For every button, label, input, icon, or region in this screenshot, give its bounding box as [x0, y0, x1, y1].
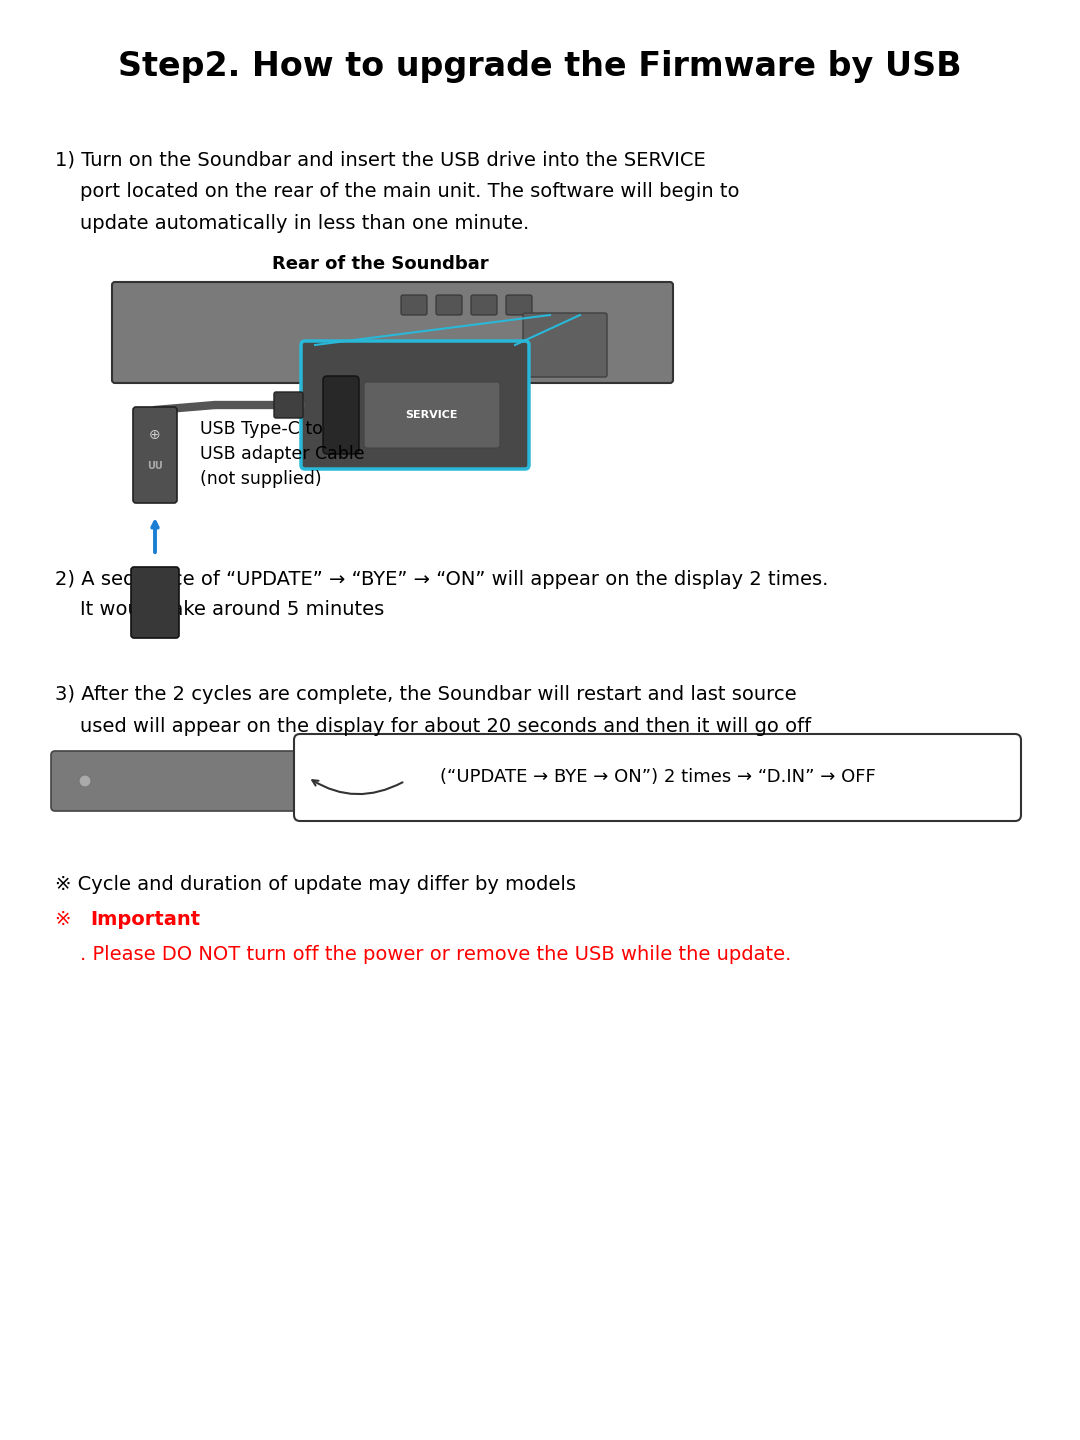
Text: ※ Cycle and duration of update may differ by models: ※ Cycle and duration of update may diffe…	[55, 876, 576, 894]
FancyBboxPatch shape	[301, 341, 529, 469]
FancyBboxPatch shape	[436, 295, 462, 315]
Circle shape	[79, 775, 91, 788]
FancyBboxPatch shape	[274, 392, 303, 418]
Text: USB Type-C to: USB Type-C to	[200, 420, 323, 438]
Text: Rear of the Soundbar: Rear of the Soundbar	[272, 255, 488, 274]
Text: (“UPDATE → BYE → ON”) 2 times → “D.IN” → OFF: (“UPDATE → BYE → ON”) 2 times → “D.IN” →…	[440, 769, 876, 786]
Text: 3) After the 2 cycles are complete, the Soundbar will restart and last source: 3) After the 2 cycles are complete, the …	[55, 685, 797, 704]
Text: port located on the rear of the main unit. The software will begin to: port located on the rear of the main uni…	[55, 181, 740, 202]
FancyBboxPatch shape	[507, 295, 532, 315]
Text: Step2. How to upgrade the Firmware by USB: Step2. How to upgrade the Firmware by US…	[118, 50, 962, 84]
FancyBboxPatch shape	[294, 734, 1021, 821]
FancyBboxPatch shape	[364, 382, 500, 448]
Text: (not supplied): (not supplied)	[200, 469, 322, 488]
Text: SERVICE: SERVICE	[406, 410, 458, 420]
FancyBboxPatch shape	[112, 282, 673, 383]
Text: 2) A sequence of “UPDATE” → “BYE” → “ON” will appear on the display 2 times.: 2) A sequence of “UPDATE” → “BYE” → “ON”…	[55, 570, 828, 589]
Text: ※: ※	[55, 910, 78, 929]
Text: USB adapter Cable: USB adapter Cable	[200, 445, 365, 464]
Text: ⊕: ⊕	[149, 428, 161, 442]
Text: 1) Turn on the Soundbar and insert the USB drive into the SERVICE: 1) Turn on the Soundbar and insert the U…	[55, 150, 705, 168]
Text: Important: Important	[90, 910, 200, 929]
FancyBboxPatch shape	[471, 295, 497, 315]
FancyBboxPatch shape	[323, 376, 359, 454]
Text: used will appear on the display for about 20 seconds and then it will go off: used will appear on the display for abou…	[55, 717, 811, 736]
FancyBboxPatch shape	[51, 752, 409, 811]
FancyBboxPatch shape	[133, 408, 177, 503]
Text: update automatically in less than one minute.: update automatically in less than one mi…	[55, 215, 529, 233]
Text: It would take around 5 minutes: It would take around 5 minutes	[55, 600, 384, 619]
FancyBboxPatch shape	[401, 295, 427, 315]
Text: UU: UU	[147, 461, 163, 471]
Text: . Please DO NOT turn off the power or remove the USB while the update.: . Please DO NOT turn off the power or re…	[55, 945, 792, 963]
FancyBboxPatch shape	[523, 312, 607, 377]
FancyBboxPatch shape	[131, 567, 179, 638]
